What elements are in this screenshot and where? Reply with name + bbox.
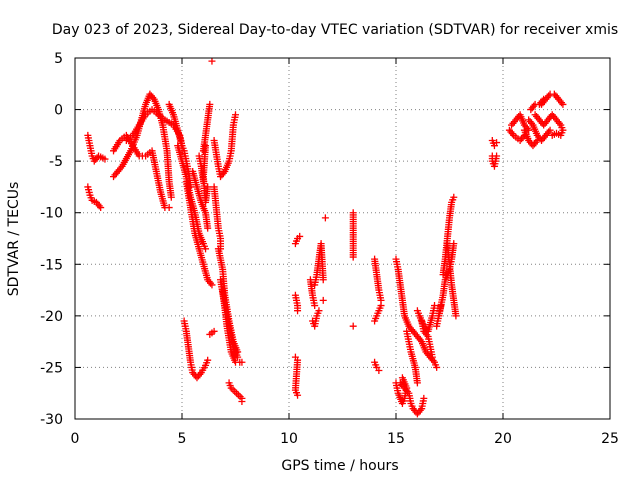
- data-point: [319, 276, 327, 284]
- data-point: [208, 57, 216, 65]
- x-tick-label: 5: [178, 431, 187, 447]
- y-tick-label: 5: [54, 51, 63, 67]
- data-point: [294, 391, 302, 399]
- data-point: [236, 393, 244, 401]
- data-point: [238, 397, 246, 405]
- data-point: [238, 358, 246, 366]
- data-point: [204, 224, 212, 232]
- data-point: [234, 353, 242, 361]
- data-point: [493, 139, 501, 147]
- tick-marks: [74, 57, 611, 420]
- data-point: [319, 296, 327, 304]
- data-point: [101, 155, 109, 163]
- data-point: [231, 387, 239, 395]
- x-axis-title: GPS time / hours: [281, 458, 398, 474]
- data-point: [420, 394, 428, 402]
- data-point: [450, 240, 458, 248]
- data-point: [413, 379, 421, 387]
- data-point: [375, 367, 383, 375]
- data-point: [208, 281, 216, 289]
- x-tick-label: 20: [494, 431, 512, 447]
- data-point: [97, 204, 105, 212]
- data-point: [377, 302, 385, 310]
- data-point: [202, 245, 210, 253]
- data-point: [199, 178, 207, 186]
- data-point: [296, 232, 304, 240]
- grid: [75, 58, 610, 419]
- data-point: [210, 327, 218, 335]
- data-point: [294, 307, 302, 315]
- x-tick-label: 0: [71, 431, 80, 447]
- plot-frame: [74, 57, 611, 420]
- data-point: [315, 307, 323, 315]
- data-point: [433, 363, 441, 371]
- y-tick-label: -25: [40, 360, 63, 376]
- y-tick-label: -10: [40, 206, 63, 222]
- data-point: [232, 111, 239, 119]
- x-tick-label: 15: [387, 431, 405, 447]
- data-point: [349, 322, 357, 330]
- y-tick-label: -30: [40, 412, 63, 428]
- y-tick-label: -15: [40, 257, 63, 273]
- y-tick-label: 0: [54, 103, 63, 119]
- data-point: [204, 183, 212, 191]
- data-point: [234, 391, 242, 399]
- data-point: [206, 100, 214, 108]
- data-point: [548, 131, 556, 139]
- y-tick-labels: -30 -25 -20 -15 -10 -5 0 5: [40, 51, 63, 428]
- y-axis-title: SDTVAR / TECUs: [6, 182, 22, 297]
- y-tick-label: -20: [40, 309, 63, 325]
- x-tick-label: 10: [280, 431, 298, 447]
- data-point: [559, 100, 567, 108]
- data-point: [431, 302, 439, 310]
- data-point: [398, 374, 406, 382]
- x-tick-labels: 0 5 10 15 20 25: [71, 431, 619, 447]
- data-point: [204, 356, 212, 364]
- data-point: [165, 204, 173, 212]
- data-points: [84, 57, 567, 418]
- chart-title: Day 023 of 2023, Sidereal Day-to-day VTE…: [52, 22, 618, 38]
- data-point: [233, 389, 241, 397]
- data-point: [533, 137, 541, 145]
- data-point: [546, 126, 554, 134]
- y-tick-label: -5: [49, 154, 63, 170]
- data-point: [450, 193, 458, 201]
- data-point: [167, 193, 175, 201]
- x-tick-label: 25: [601, 431, 619, 447]
- data-point: [452, 312, 460, 320]
- data-point: [321, 214, 329, 222]
- data-point: [311, 302, 319, 310]
- data-point: [493, 152, 501, 160]
- data-point: [349, 253, 357, 261]
